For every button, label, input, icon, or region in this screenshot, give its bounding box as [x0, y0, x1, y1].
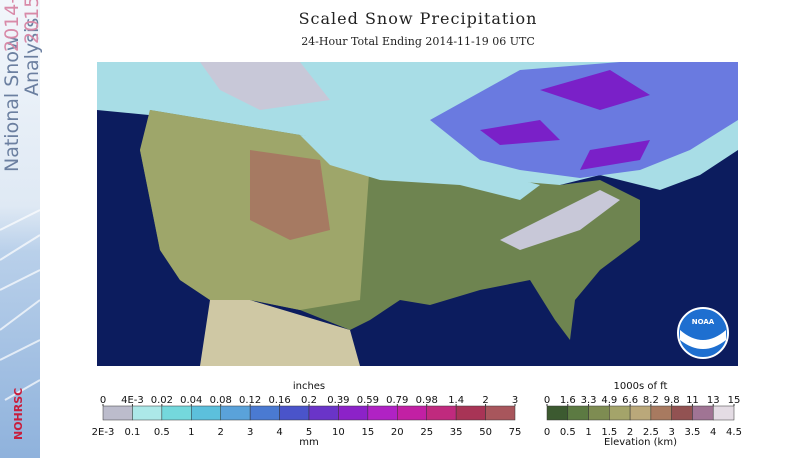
sidebar-year: 2014- — [1, 0, 23, 52]
sidebar-year: 2015 — [21, 0, 43, 44]
legend-label: 0.12 — [239, 395, 261, 406]
legend-label: 0.1 — [124, 427, 140, 438]
snow-band — [300, 135, 540, 200]
legend-label: 0.5 — [154, 427, 170, 438]
legend-swatch — [279, 405, 310, 421]
rockies — [250, 150, 330, 240]
snow-heavy — [430, 62, 738, 178]
legend-label: 0.08 — [210, 395, 232, 406]
legend-label: 35 — [450, 427, 463, 438]
legend-label: 3.5 — [684, 427, 700, 438]
legend-label: 0.16 — [268, 395, 290, 406]
legend-swatch — [132, 405, 163, 421]
legend-unit: mm — [299, 437, 318, 448]
legend-label: 3.3 — [581, 395, 597, 406]
legend-swatch — [397, 405, 427, 421]
legend-label: 0.04 — [180, 395, 202, 406]
map: NOAA — [97, 62, 738, 366]
legend-label: 2.5 — [643, 427, 659, 438]
title: Scaled Snow Precipitation — [299, 9, 538, 28]
legend-swatch — [567, 405, 589, 421]
legend-label: 0.59 — [357, 395, 379, 406]
legend-label: 3 — [512, 395, 518, 406]
noaa-text: NOAA — [692, 318, 715, 326]
legend-swatch — [546, 405, 569, 421]
legend-swatch — [692, 405, 714, 421]
ice-texture — [0, 209, 41, 401]
legend-label: 10 — [332, 427, 345, 438]
legend-swatch — [367, 405, 398, 421]
sidebar-title: National Snow — [1, 36, 23, 172]
legend-swatch — [629, 405, 652, 421]
legend-label: 2 — [482, 395, 488, 406]
snow-light — [200, 62, 330, 110]
legend-swatch — [650, 405, 672, 421]
legend-swatch — [455, 405, 486, 421]
legend-label: 4 — [276, 427, 282, 438]
legend-label: 5 — [306, 427, 312, 438]
legend-swatch — [671, 405, 693, 421]
legend-label: 4.5 — [726, 427, 742, 438]
snow-appalachian — [500, 190, 620, 250]
legend-label: 1.6 — [560, 395, 576, 406]
legend-label: 2 — [218, 427, 224, 438]
legend-swatch — [102, 405, 133, 421]
legend-label: 3 — [247, 427, 253, 438]
nohrsc-logo: NOHRSC — [12, 388, 25, 440]
legend-swatch — [161, 405, 192, 421]
legend-label: 1 — [585, 427, 591, 438]
legend-label: 0.98 — [416, 395, 438, 406]
legend-label: 9.8 — [664, 395, 680, 406]
legend-swatch — [609, 405, 631, 421]
legend-label: 20 — [391, 427, 404, 438]
legend-unit: 1000s of ft — [614, 381, 668, 392]
legend-label: 0.79 — [386, 395, 408, 406]
legend-swatch — [220, 405, 251, 421]
legend-label: 1.5 — [601, 427, 617, 438]
legend-label: 25 — [420, 427, 433, 438]
subtitle: 24-Hour Total Ending 2014-11-19 06 UTC — [301, 35, 535, 48]
legend-label: 15 — [728, 395, 741, 406]
legend-label: 4.9 — [601, 395, 617, 406]
legend-label: 1 — [188, 427, 194, 438]
legend-swatch — [485, 405, 516, 421]
legend-label: 0 — [100, 395, 106, 406]
legend-label: 75 — [509, 427, 522, 438]
sidebar-title: Analysis — [21, 18, 43, 96]
legend-swatch — [588, 405, 610, 421]
legend-swatch — [712, 405, 735, 421]
legend-label: 0 — [544, 427, 550, 438]
legend-label: 4 — [710, 427, 716, 438]
legend-unit: Elevation (km) — [604, 437, 677, 448]
legend-label: 13 — [707, 395, 720, 406]
legend-label: 4E-3 — [121, 395, 144, 406]
legend-swatch — [191, 405, 221, 421]
legend-swatch — [308, 405, 339, 421]
legend-label: 15 — [361, 427, 374, 438]
noaa-logo — [677, 307, 729, 359]
sidebar — [0, 0, 40, 458]
legend-label: 0.2 — [301, 395, 317, 406]
legend-label: 2E-3 — [92, 427, 115, 438]
legend-label: 6.6 — [622, 395, 638, 406]
legend-label: 11 — [686, 395, 699, 406]
legend-label: 2 — [627, 427, 633, 438]
legend-swatch — [338, 405, 369, 421]
legend-label: 0 — [544, 395, 550, 406]
legend-label: 1.4 — [448, 395, 464, 406]
snow-max — [480, 70, 650, 170]
legend-label: 8.2 — [643, 395, 659, 406]
legend-label: 0.39 — [327, 395, 349, 406]
legend-unit: inches — [293, 381, 325, 392]
legend-label: 3 — [668, 427, 674, 438]
legend-label: 50 — [479, 427, 492, 438]
mexico — [200, 300, 360, 366]
legend-label: 0.5 — [560, 427, 576, 438]
legend-label: 0.02 — [151, 395, 173, 406]
noaa-gull — [680, 330, 726, 349]
legend-swatch — [426, 405, 457, 421]
legend-swatch — [249, 405, 280, 421]
